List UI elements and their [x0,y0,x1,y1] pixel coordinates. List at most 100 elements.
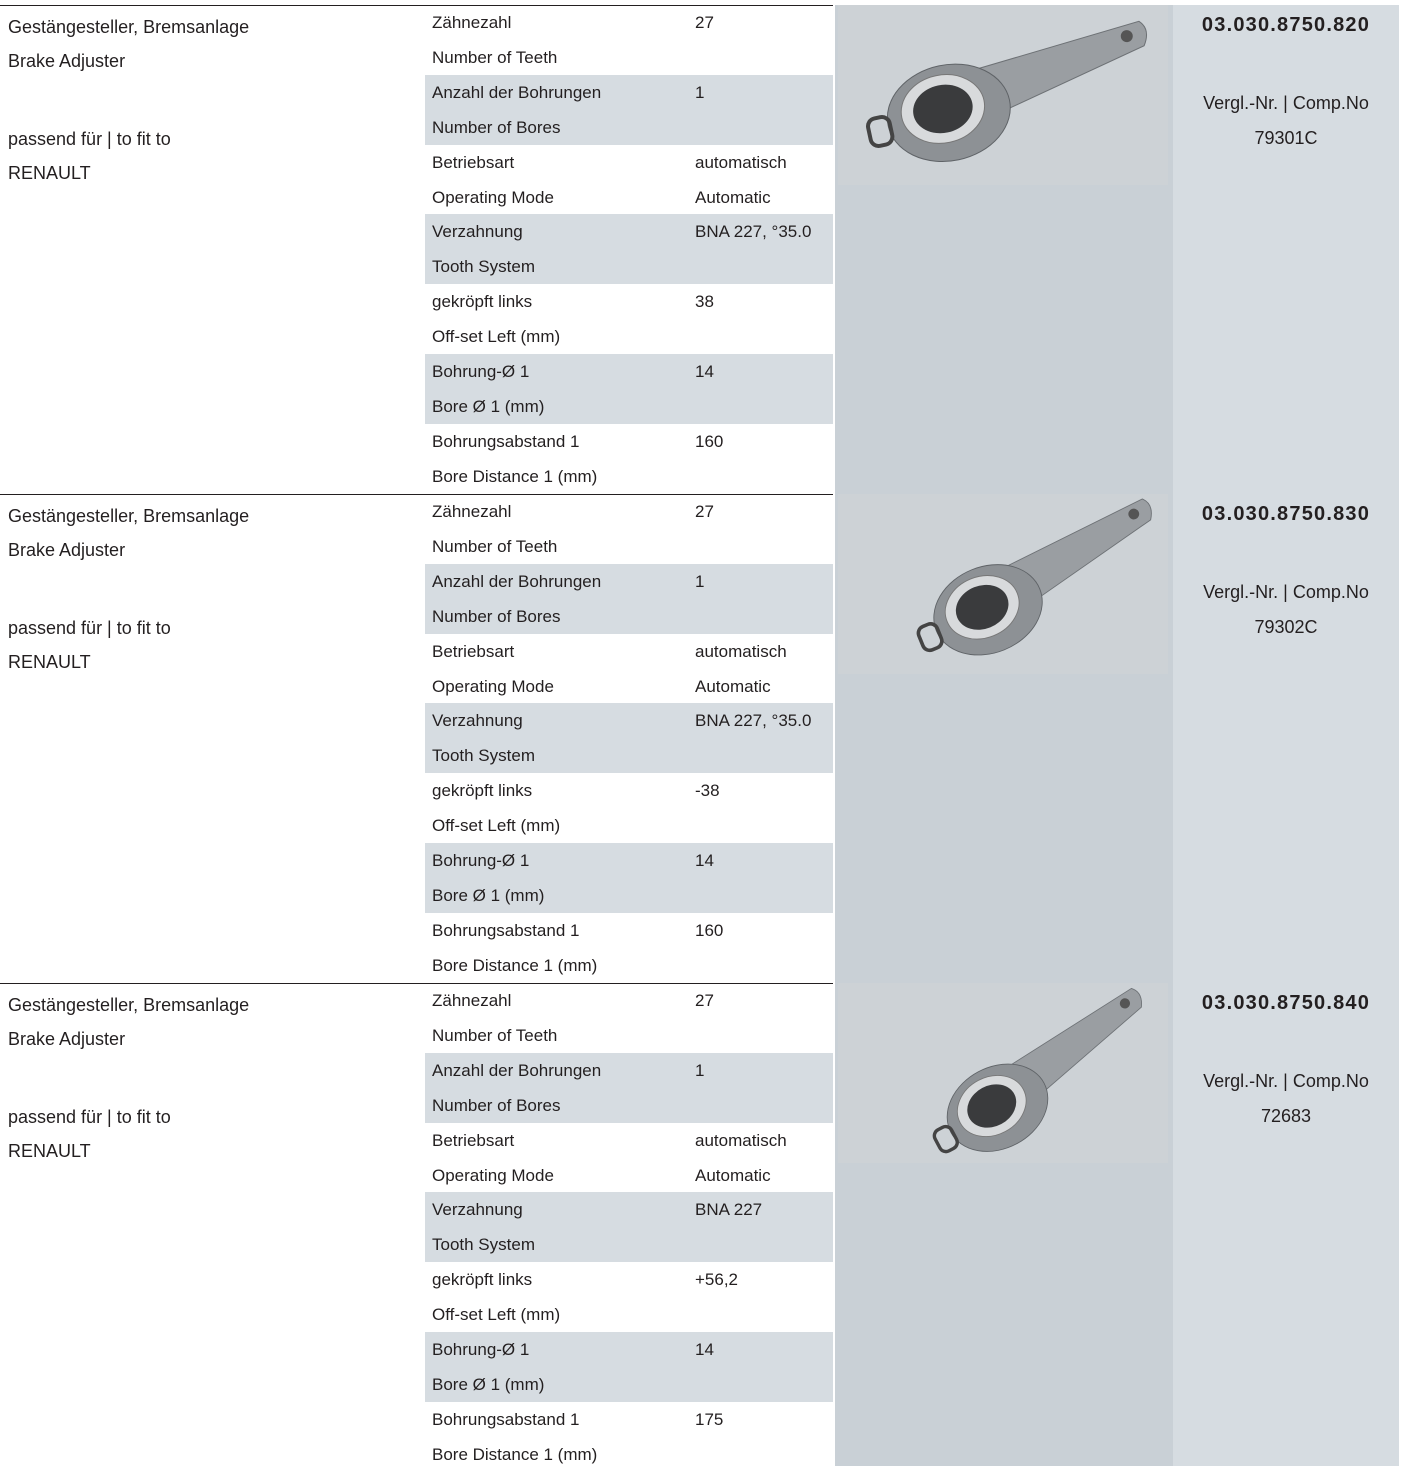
spec-label-de: Anzahl der Bohrungen [432,82,602,102]
spec-label-de: Betriebsart [432,641,515,661]
spec-label-en: Bore Ø 1 (mm) [432,886,545,905]
spec-label-en: Number of Bores [432,117,561,137]
spec-label-de: Bohrung-Ø 1 [432,851,530,870]
spec-label-de: Zähnezahl [432,991,512,1010]
description-en: Brake Adjuster [8,1029,126,1049]
spec-row: Bohrungsabstand 1 Bore Distance 1 (mm) 160 [425,424,833,494]
description-de: Gestängesteller, Bremsanlage [8,17,250,37]
spec-row: Bohrung-Ø 1 Bore Ø 1 (mm) 14 [425,354,833,424]
spec-label-de: Anzahl der Bohrungen [432,571,602,591]
comp-label: Vergl.-Nr. | Comp.No [1203,1071,1369,1091]
part-number: 03.030.8750.820 [1201,14,1371,36]
spec-label-en: Tooth System [432,257,535,277]
spec-label-en: Tooth System [432,746,535,766]
spec-row: gekröpft links Off-set Left (mm) -38 [425,773,833,843]
product-block: Gestängesteller, Bremsanlage Brake Adjust… [0,983,1403,1466]
spec-label-en: Operating Mode [432,676,554,696]
description-de: Gestängesteller, Bremsanlage [8,506,250,526]
spec-label-de: Bohrungsabstand 1 [432,920,580,940]
spec-value: automatisch [695,1130,787,1150]
spec-value: 14 [695,362,714,381]
spec-row: Anzahl der Bohrungen Number of Bores 1 [425,563,833,634]
spec-label-de: Bohrung-Ø 1 [432,1340,530,1359]
separator-line [0,983,833,984]
spec-value: 27 [695,13,714,32]
spec-value: 1 [695,82,705,102]
fit-label: passend für | to fit to [8,1107,171,1127]
spec-label-en: Tooth System [432,1235,535,1255]
spec-value: 175 [695,1409,724,1429]
spec-value: -38 [695,781,720,801]
spec-label-en: Off-set Left (mm) [432,816,561,836]
spec-label-en: Number of Bores [432,606,561,626]
spec-label-de: Bohrungsabstand 1 [432,431,580,451]
spec-label-de: Anzahl der Bohrungen [432,1060,602,1080]
spec-label-en: Operating Mode [432,1165,554,1185]
product-image [838,494,1168,674]
spec-label-de: Betriebsart [432,152,515,172]
spec-label-en: Bore Distance 1 (mm) [432,955,598,975]
spec-value: BNA 227 [695,1200,763,1220]
description-en: Brake Adjuster [8,540,126,560]
comp-label: Vergl.-Nr. | Comp.No [1203,582,1369,602]
spec-value: Automatic [695,1165,771,1185]
spec-row: Verzahnung Tooth System BNA 227, °35.0 [425,214,833,285]
spec-value: 14 [695,1340,714,1359]
spec-row: Anzahl der Bohrungen Number of Bores 1 [425,74,833,145]
spec-label-en: Operating Mode [432,187,554,207]
comp-number: 79301C [1254,128,1318,148]
spec-row: Verzahnung Tooth System BNA 227 [425,1192,833,1263]
spec-value: BNA 227, °35.0 [695,711,812,731]
spec-row: Betriebsart Operating Mode automatisch Auto… [425,634,833,704]
reference-column [1173,494,1399,983]
spec-label-en: Bore Distance 1 (mm) [432,466,598,486]
spec-label-en: Bore Ø 1 (mm) [432,397,545,416]
spec-row: Zähnezahl Number of Teeth 27 [425,494,833,564]
product-block: Gestängesteller, Bremsanlage Brake Adjust… [0,5,1403,494]
spec-label-de: Verzahnung [432,222,523,242]
spec-label-en: Number of Teeth [432,537,558,556]
comp-number: 72683 [1260,1106,1312,1126]
product-image [838,5,1168,185]
spec-row: Betriebsart Operating Mode automatisch Auto… [425,145,833,215]
spec-label-en: Number of Bores [432,1095,561,1115]
fit-label: passend für | to fit to [8,129,171,149]
spec-label-de: gekröpft links [432,781,533,801]
spec-value: 14 [695,851,714,870]
spec-label-en: Off-set Left (mm) [432,327,561,347]
product-image [838,983,1168,1163]
spec-label-de: Bohrung-Ø 1 [432,362,530,381]
spec-label-de: Bohrungsabstand 1 [432,1409,580,1429]
spec-row: Bohrung-Ø 1 Bore Ø 1 (mm) 14 [425,843,833,913]
spec-row: Betriebsart Operating Mode automatisch Auto… [425,1123,833,1193]
spec-label-en: Number of Teeth [432,1026,558,1045]
comp-number: 79302C [1254,617,1318,637]
fit-label: passend für | to fit to [8,618,171,638]
spec-label-de: Zähnezahl [432,502,512,521]
spec-value: 1 [695,571,705,591]
reference-column [1173,983,1399,1466]
reference-column [1173,5,1399,494]
spec-value: automatisch [695,152,787,172]
description-de: Gestängesteller, Bremsanlage [8,995,250,1015]
spec-label-en: Bore Distance 1 (mm) [432,1444,598,1464]
spec-label-en: Bore Ø 1 (mm) [432,1375,545,1394]
spec-value: Automatic [695,676,771,696]
make: RENAULT [8,1141,91,1161]
spec-value: 27 [695,502,714,521]
part-number: 03.030.8750.830 [1201,503,1371,525]
spec-row: gekröpft links Off-set Left (mm) +56,2 [425,1262,833,1332]
spec-value: +56,2 [695,1270,739,1290]
spec-row: Bohrungsabstand 1 Bore Distance 1 (mm) 175 [425,1402,833,1466]
comp-label: Vergl.-Nr. | Comp.No [1203,93,1369,113]
spec-value: 27 [695,991,714,1010]
spec-label-de: Verzahnung [432,711,523,731]
description-en: Brake Adjuster [8,51,126,71]
spec-row: Bohrungsabstand 1 Bore Distance 1 (mm) 160 [425,913,833,983]
spec-label-de: Verzahnung [432,1200,523,1220]
spec-value: Automatic [695,187,771,207]
spec-row: Bohrung-Ø 1 Bore Ø 1 (mm) 14 [425,1332,833,1402]
spec-label-en: Off-set Left (mm) [432,1305,561,1325]
spec-row: Verzahnung Tooth System BNA 227, °35.0 [425,703,833,774]
